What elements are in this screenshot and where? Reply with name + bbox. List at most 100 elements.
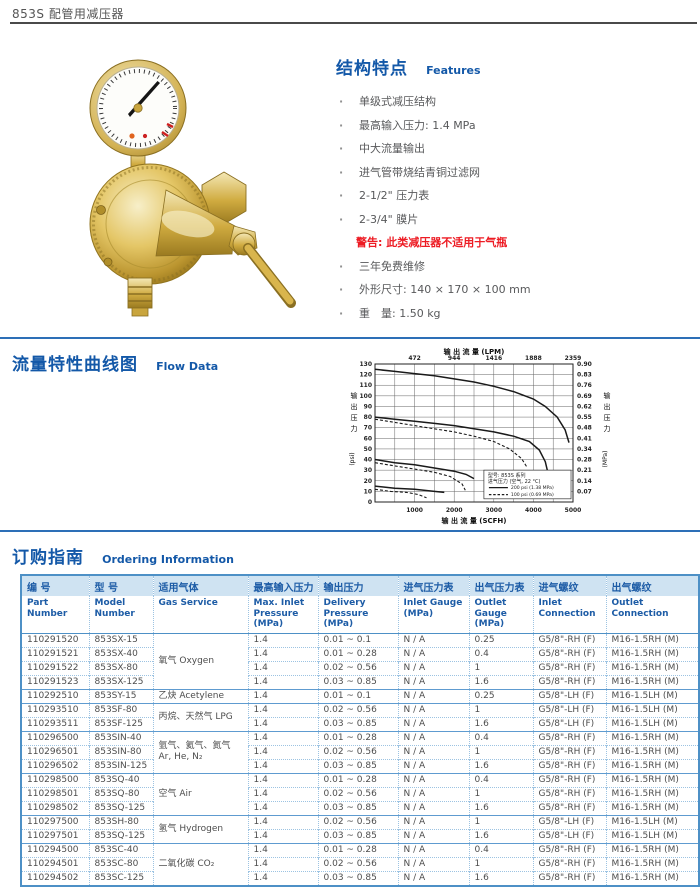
cell-model-number: 853SY-15 [88, 688, 153, 703]
cell-part-number: 110296501 [21, 744, 89, 759]
table-row: 110297501 853SQ-125 1.4 0.03 ~ 0.85 N / A 1.6… [21, 828, 699, 843]
feature-item: · 最高输入压力: 1.4 MPa [336, 119, 694, 132]
legend-entry-label: 100 psi (0.69 MPa) [511, 492, 554, 498]
top-tick-label: 1416 [485, 355, 502, 362]
right-tick-label: 0.76 [577, 382, 592, 389]
right-axis-title: 力 [604, 424, 611, 433]
cell-outlet-gauge: 1.6 [468, 758, 533, 773]
cell-inlet-connection: G5/8"-RH (F) [532, 730, 606, 745]
cell-inlet-gauge: N / A [397, 772, 469, 787]
feature-text: 进气管带烧结青铜过滤网 [359, 165, 480, 179]
bullet-icon: · [339, 259, 344, 273]
left-tick-label: 100 [359, 393, 372, 400]
cell-inlet-connection: G5/8"-LH (F) [532, 702, 606, 717]
series-set-15psi-solid [374, 485, 445, 494]
cell-part-number: 110297500 [21, 814, 89, 829]
plot-border [374, 363, 574, 503]
feature-item: · 单级式减压结构 [336, 95, 694, 108]
cell-model-number: 853SQ-40 [88, 772, 153, 787]
cell-inlet-gauge: N / A [397, 744, 469, 759]
right-tick-label: 0.90 [577, 361, 592, 368]
bullet-icon: · [339, 306, 344, 320]
left-axis-title: 力 [351, 424, 358, 433]
left-axis-title: 输 [351, 391, 358, 400]
col-header-en-max-inlet: Max. Inlet Pressure (MPa) [247, 596, 318, 634]
cell-inlet-gauge: N / A [397, 632, 469, 647]
right-axis-unit: (MPa) [602, 451, 609, 468]
series-set-40psi-solid [374, 458, 475, 480]
left-tick-label: 60 [364, 435, 372, 442]
features-section: 结构特点 Features · 单级式减压结构 · 最高输入压力: 1.4 MPa · 中… [336, 54, 694, 330]
table-row: 110291520 853SX-15 氧气 Oxygen 1.4 0.01 ~ 0.1 N… [21, 632, 699, 689]
table-row: 110294500 853SC-40 二氧化碳 CO₂ 1.4 0.01 ~ 0.28 N… [21, 842, 699, 886]
table-row: 110294502 853SC-125 1.4 0.03 ~ 0.85 N / A 1.6… [21, 870, 699, 886]
cell-outlet-gauge: 0.25 [468, 688, 533, 703]
cell-part-number: 110294500 [21, 842, 89, 857]
feature-text: 2-1/2" 压力表 [359, 189, 430, 202]
left-tick-label: 0 [368, 499, 372, 506]
feature-item: · 2-1/2" 压力表 [336, 189, 694, 202]
cell-model-number: 853SH-80 [88, 814, 153, 829]
col-header-cn-outlet-gauge: 出气压力表 [468, 575, 533, 596]
cell-inlet-connection: G5/8"-RH (F) [532, 646, 606, 661]
right-axis-title: 压 [604, 414, 611, 422]
col-header-cn-part-number: 编 号 [21, 575, 89, 596]
col-header-cn-outlet-connection: 出气螺纹 [605, 575, 699, 596]
flow-heading: 流量特性曲线图 Flow Data [12, 350, 218, 375]
table-header: 编 号型 号适用气体 最高输入压力 输出压力 进气压力表 出气压力表 进气螺纹 出气螺纹 P… [21, 575, 699, 634]
cell-outlet-gauge: 1 [468, 660, 533, 675]
cell-inlet-gauge: N / A [397, 800, 469, 815]
pressure-gauge [89, 59, 187, 181]
gauge-red-mark [166, 122, 174, 129]
col-header-cn-gas-service: 适用气体 [152, 575, 248, 596]
cell-max-inlet: 1.4 [247, 828, 318, 843]
left-tick-label: 130 [359, 361, 372, 368]
features-list: · 单级式减压结构 · 最高输入压力: 1.4 MPa · 中大流量输出 · 进气管带烧结青铜… [336, 95, 694, 320]
cell-part-number: 110298500 [21, 772, 89, 787]
cell-max-inlet: 1.4 [247, 772, 318, 787]
cell-delivery-pressure: 0.01 ~ 0.28 [317, 842, 398, 857]
body-bolt [103, 257, 113, 267]
cell-outlet-connection: M16-1.5RH (M) [605, 758, 699, 773]
col-header-en-delivery-pressure: Delivery Pressure (MPa) [317, 596, 398, 634]
cell-outlet-gauge: 1.6 [468, 870, 533, 886]
cell-part-number: 110294502 [21, 870, 89, 886]
left-tick-label: 30 [364, 467, 372, 474]
cell-inlet-gauge: N / A [397, 688, 469, 703]
cell-max-inlet: 1.4 [247, 758, 318, 773]
section-divider [0, 337, 700, 339]
cell-inlet-gauge: N / A [397, 646, 469, 661]
col-header-cn-max-inlet: 最高输入压力 [247, 575, 318, 596]
cell-model-number: 853SQ-125 [88, 828, 153, 843]
ordering-heading: 订购指南 Ordering Information [12, 543, 234, 568]
top-axis-title: 输 出 流 量 (LPM) [444, 347, 505, 356]
left-tick-label: 110 [359, 382, 372, 389]
cell-outlet-connection: M16-1.5RH (M) [605, 800, 699, 815]
cell-part-number: 110291522 [21, 660, 89, 675]
left-tick-label: 90 [364, 403, 372, 410]
cell-outlet-gauge: 1 [468, 814, 533, 829]
right-tick-label: 0.34 [577, 446, 592, 453]
cell-outlet-gauge: 1.6 [468, 800, 533, 815]
gauge-logo-dot [142, 133, 148, 139]
cell-gas-service: 氢气 Hydrogen [152, 814, 248, 843]
bullet-icon: · [339, 283, 344, 296]
right-tick-label: 0.28 [577, 457, 592, 464]
bottom-tick-label: 5000 [565, 507, 582, 514]
cell-part-number: 110291521 [21, 646, 89, 661]
cell-outlet-connection: M16-1.5RH (M) [605, 674, 699, 689]
left-tick-label: 10 [364, 488, 372, 495]
top-tick-label: 944 [448, 355, 461, 362]
cell-inlet-gauge: N / A [397, 828, 469, 843]
gauge-hub [133, 103, 143, 113]
flow-heading-en: Flow Data [156, 360, 219, 373]
cell-part-number: 110298502 [21, 800, 89, 815]
table-row: 110293511 853SF-125 1.4 0.03 ~ 0.85 N / A 1.6… [21, 716, 699, 731]
feature-item: · 中大流量输出 [336, 142, 694, 155]
cell-part-number: 110291523 [21, 674, 89, 689]
cell-model-number: 853SX-15 [88, 632, 153, 647]
cell-inlet-connection: G5/8"-RH (F) [532, 674, 606, 689]
cell-inlet-gauge: N / A [397, 716, 469, 731]
outlet-fitting [127, 277, 153, 317]
right-tick-label: 0.14 [577, 478, 592, 485]
